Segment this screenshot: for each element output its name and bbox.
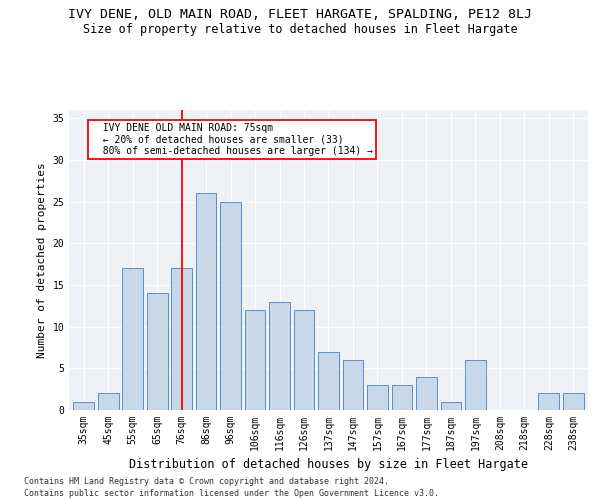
Bar bbox=[196, 194, 217, 410]
Bar bbox=[269, 302, 290, 410]
Text: IVY DENE, OLD MAIN ROAD, FLEET HARGATE, SPALDING, PE12 8LJ: IVY DENE, OLD MAIN ROAD, FLEET HARGATE, … bbox=[68, 8, 532, 20]
Bar bbox=[465, 360, 486, 410]
Bar bbox=[538, 394, 559, 410]
Text: Contains public sector information licensed under the Open Government Licence v3: Contains public sector information licen… bbox=[24, 489, 439, 498]
Bar bbox=[343, 360, 364, 410]
Bar bbox=[416, 376, 437, 410]
Bar bbox=[318, 352, 339, 410]
Text: IVY DENE OLD MAIN ROAD: 75sqm
  ← 20% of detached houses are smaller (33)
  80% : IVY DENE OLD MAIN ROAD: 75sqm ← 20% of d… bbox=[91, 122, 373, 156]
X-axis label: Distribution of detached houses by size in Fleet Hargate: Distribution of detached houses by size … bbox=[129, 458, 528, 471]
Bar bbox=[392, 385, 412, 410]
Bar bbox=[147, 294, 167, 410]
Bar bbox=[563, 394, 584, 410]
Bar bbox=[293, 310, 314, 410]
Bar bbox=[245, 310, 265, 410]
Y-axis label: Number of detached properties: Number of detached properties bbox=[37, 162, 47, 358]
Bar bbox=[73, 402, 94, 410]
Bar bbox=[171, 268, 192, 410]
Bar bbox=[220, 202, 241, 410]
Bar bbox=[98, 394, 119, 410]
Bar bbox=[122, 268, 143, 410]
Text: Size of property relative to detached houses in Fleet Hargate: Size of property relative to detached ho… bbox=[83, 22, 517, 36]
Bar bbox=[440, 402, 461, 410]
Text: Contains HM Land Registry data © Crown copyright and database right 2024.: Contains HM Land Registry data © Crown c… bbox=[24, 478, 389, 486]
Bar bbox=[367, 385, 388, 410]
